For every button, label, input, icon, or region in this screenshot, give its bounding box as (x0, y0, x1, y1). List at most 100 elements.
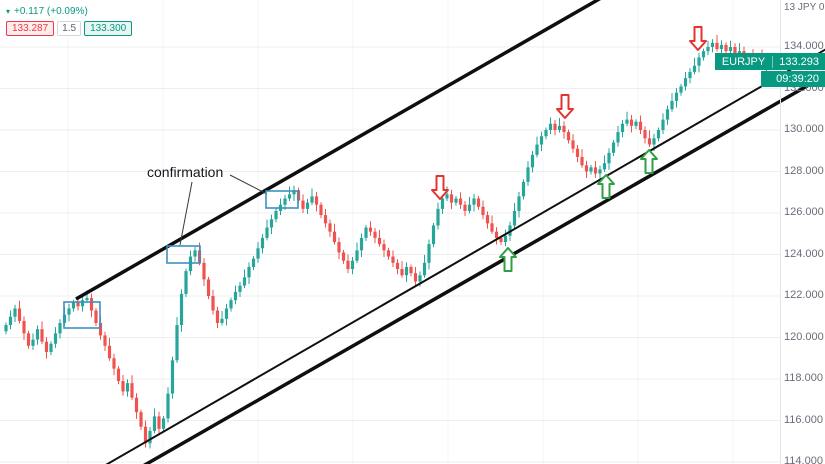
down-candle (76, 302, 80, 307)
buy-signal-arrow[interactable] (597, 174, 615, 199)
down-candle (26, 333, 31, 346)
down-candle (490, 223, 494, 232)
down-candle (103, 335, 107, 346)
down-candle (409, 266, 413, 274)
price-tick-label: 134.000 (784, 40, 824, 52)
down-candle (143, 426, 148, 444)
up-candle (454, 198, 458, 203)
up-candle (404, 266, 409, 276)
down-candle (112, 358, 116, 369)
up-candle (674, 92, 679, 101)
up-candle (692, 65, 697, 72)
price-tick-label: 122.000 (784, 289, 824, 301)
trend-channel-line[interactable] (142, 73, 825, 464)
up-candle (625, 119, 629, 124)
down-candle (715, 42, 719, 50)
up-candle (521, 181, 526, 197)
up-candle (85, 298, 89, 301)
up-candle (602, 163, 607, 170)
up-candle (683, 78, 688, 87)
trend-channel-line[interactable] (75, 0, 602, 301)
down-candle (134, 397, 139, 413)
down-candle (553, 123, 557, 130)
confirmation-box[interactable] (63, 301, 101, 329)
up-candle (589, 167, 593, 172)
down-candle (647, 138, 652, 145)
up-candle (125, 383, 130, 392)
up-candle (175, 325, 179, 361)
up-candle (418, 275, 422, 282)
sell-signal-arrow[interactable] (689, 26, 707, 51)
up-candle (220, 318, 224, 323)
up-candle (350, 260, 355, 270)
up-candle (697, 57, 701, 66)
sell-signal-arrow[interactable] (556, 94, 574, 119)
confirmation-box[interactable] (166, 245, 201, 264)
sell-signal-arrow[interactable] (431, 175, 449, 200)
down-candle (368, 227, 373, 232)
up-candle (445, 194, 449, 199)
up-candle (71, 302, 76, 309)
up-candle (256, 248, 260, 259)
up-candle (503, 235, 508, 243)
confirmation-box[interactable] (265, 190, 299, 209)
down-candle (449, 194, 454, 203)
price-change-label: +0.117 (+0.09%) (14, 6, 88, 17)
up-candle (260, 237, 265, 249)
up-candle (728, 47, 733, 52)
down-candle (499, 237, 503, 243)
up-candle (548, 123, 553, 130)
down-candle (638, 121, 643, 130)
down-candle (481, 206, 485, 216)
down-candle (566, 132, 571, 141)
up-candle (53, 333, 58, 344)
up-candle (598, 169, 602, 174)
up-candle (80, 300, 85, 307)
up-candle (152, 416, 157, 431)
up-candle (283, 198, 287, 205)
down-candle (341, 252, 346, 261)
up-candle (251, 258, 256, 267)
up-candle (224, 308, 229, 319)
up-candle (242, 277, 247, 286)
buy-signal-arrow[interactable] (640, 149, 658, 174)
down-candle (22, 320, 26, 334)
down-candle (94, 310, 98, 323)
up-candle (58, 322, 62, 334)
up-candle (364, 227, 368, 238)
up-candle (652, 138, 656, 145)
up-candle (161, 418, 166, 429)
sell-price-button[interactable]: 133.287 (6, 21, 55, 36)
spread-label: 1.5 (57, 21, 82, 36)
up-candle (710, 42, 715, 47)
legend-collapse-icon[interactable]: ▾ (6, 6, 11, 16)
up-candle (530, 154, 535, 168)
up-candle (274, 210, 278, 220)
up-candle (4, 325, 8, 332)
down-candle (643, 130, 647, 139)
up-candle (634, 121, 638, 126)
down-candle (382, 244, 386, 251)
confirmation-label[interactable]: confirmation (147, 164, 224, 180)
up-candle (557, 125, 562, 130)
up-candle (706, 47, 710, 52)
down-candle (413, 273, 418, 282)
last-price-badge: EURJPY 133.293 09:39:20 (714, 53, 825, 87)
buy-signal-arrow[interactable] (499, 247, 517, 272)
price-tick-label: 130.000 (784, 123, 824, 135)
down-candle (571, 140, 575, 149)
buy-price-button[interactable]: 133.300 (84, 21, 133, 36)
up-candle (305, 202, 310, 209)
symbol-label: EURJPY (715, 55, 774, 68)
price-tick-label: 124.000 (784, 247, 824, 260)
last-price-value: 133.293 (779, 55, 819, 68)
up-candle (431, 225, 436, 245)
price-tick-label: 120.000 (784, 330, 824, 343)
bar-countdown-timer: 09:39:20 (761, 71, 825, 87)
down-candle (391, 256, 395, 263)
trend-channel-line[interactable] (104, 48, 825, 464)
down-candle (332, 231, 337, 243)
up-candle (49, 343, 53, 353)
